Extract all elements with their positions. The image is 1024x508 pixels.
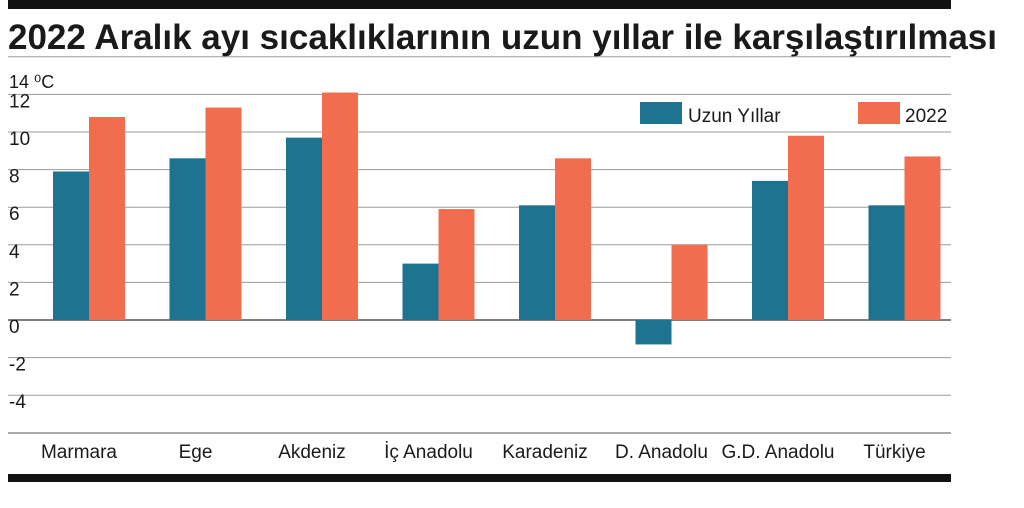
bar-2022: [904, 156, 941, 320]
x-tick-label: Karadeniz: [502, 442, 588, 463]
y-tick-label: -2: [9, 355, 26, 376]
y-tick-label: 6: [9, 204, 20, 225]
bar-uzun-yillar: [53, 171, 89, 320]
x-tick-label: Marmara: [41, 442, 117, 463]
bar-uzun-yillar: [402, 263, 439, 320]
bar-2022: [671, 244, 708, 320]
bar-uzun-yillar: [519, 205, 555, 320]
bar-uzun-yillar: [635, 320, 672, 345]
x-tick-label: Ege: [179, 442, 213, 463]
bar-2022: [205, 107, 242, 320]
bar-2022: [89, 116, 125, 321]
top-rule: [8, 0, 951, 9]
bar-uzun-yillar: [286, 137, 322, 320]
legend-label: Uzun Yıllar: [688, 106, 781, 127]
bars: [53, 92, 941, 345]
legend: Uzun Yıllar 2022: [640, 102, 947, 127]
y-axis-unit-label: 14 ⁰C: [9, 72, 54, 92]
x-tick-label: Türkiye: [863, 442, 925, 463]
y-axis: 12 10 8 6 4 2 0 -2 -4: [9, 91, 30, 413]
y-tick-label: 8: [9, 167, 20, 188]
bottom-rule: [8, 474, 951, 482]
legend-label: 2022: [905, 106, 947, 127]
x-axis: Marmara Ege Akdeniz İç Anadolu Karadeniz D. A…: [41, 442, 926, 463]
y-tick-label: 12: [9, 91, 30, 112]
chart-title: 2022 Aralık ayı sıcaklıklarının uzun yıl…: [8, 18, 997, 57]
bar-uzun-yillar: [868, 205, 905, 320]
y-tick-label: 0: [9, 317, 20, 338]
y-tick-label: 2: [9, 279, 20, 300]
bar-uzun-yillar: [169, 158, 206, 320]
x-tick-label: D. Anadolu: [615, 442, 708, 463]
bar-2022: [438, 209, 475, 320]
y-tick-label: -4: [9, 392, 26, 413]
x-tick-label: G.D. Anadolu: [721, 442, 834, 463]
bar-2022: [322, 92, 358, 321]
x-tick-label: Akdeniz: [278, 442, 346, 463]
bar-uzun-yillar: [752, 180, 788, 320]
bar-2022: [555, 158, 591, 320]
legend-swatch: [858, 102, 900, 124]
bar-2022: [788, 135, 824, 320]
y-tick-label: 10: [9, 129, 30, 150]
legend-swatch: [640, 102, 682, 124]
x-tick-label: İç Anadolu: [384, 442, 473, 463]
y-tick-label: 4: [9, 242, 20, 263]
